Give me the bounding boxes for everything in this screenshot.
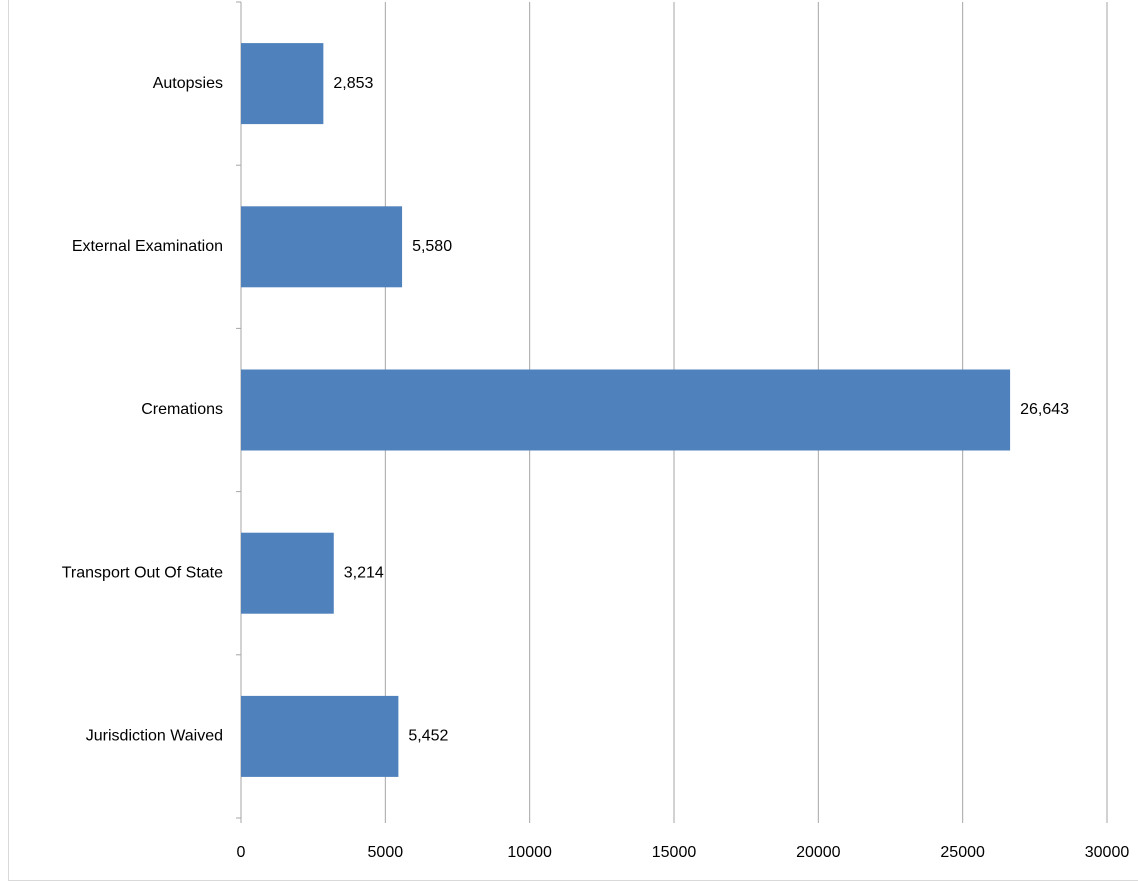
category-label: Jurisdiction Waived <box>86 728 223 745</box>
x-tick-label: 0 <box>237 844 246 861</box>
category-label: External Examination <box>72 238 223 255</box>
category-label: Transport Out Of State <box>62 564 223 581</box>
data-label: 5,580 <box>412 238 452 255</box>
bar-4 <box>241 695 399 777</box>
data-label: 2,853 <box>333 75 373 92</box>
x-tick-label: 30000 <box>1085 844 1130 861</box>
x-tick-label: 20000 <box>796 844 841 861</box>
data-label: 5,452 <box>408 728 448 745</box>
x-tick-label: 15000 <box>652 844 697 861</box>
data-label: 26,643 <box>1020 401 1069 418</box>
category-label: Autopsies <box>153 75 223 92</box>
bar-2 <box>241 369 1011 451</box>
category-label: Cremations <box>141 401 223 418</box>
x-tick-label: 10000 <box>507 844 552 861</box>
x-tick-label: 5000 <box>368 844 404 861</box>
bar-1 <box>241 206 403 288</box>
x-tick-label: 25000 <box>940 844 985 861</box>
bar-0 <box>241 43 324 125</box>
data-label: 3,214 <box>344 564 384 581</box>
bar-3 <box>241 532 334 614</box>
